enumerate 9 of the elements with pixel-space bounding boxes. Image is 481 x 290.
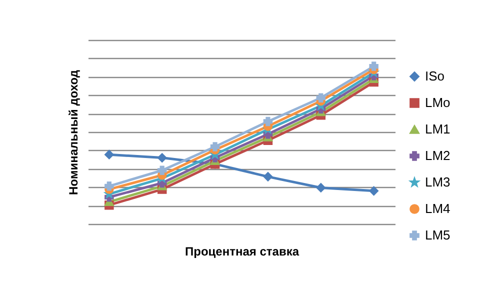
legend-label: LM1: [425, 122, 450, 136]
legend-label: LM2: [425, 148, 450, 163]
y-axis-title: Номинальный доход: [66, 70, 80, 196]
legend-label: LM4: [425, 201, 450, 216]
legend-label: LM3: [425, 174, 450, 190]
legend-label: ISo: [425, 68, 445, 84]
legend-label: LM5: [425, 228, 450, 242]
legend-label: LMo: [425, 95, 450, 110]
x-axis-title: Процентная ставка: [185, 244, 300, 258]
